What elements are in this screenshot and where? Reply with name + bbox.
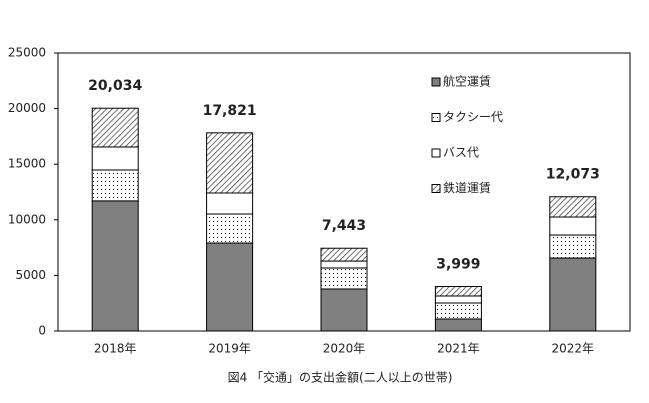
bar-segment xyxy=(434,318,482,332)
bar-segment xyxy=(320,260,368,269)
bar-segment xyxy=(206,192,254,215)
legend-label: タクシー代 xyxy=(443,110,503,124)
y-tick-label: 0 xyxy=(38,324,46,338)
bar-segment xyxy=(206,132,254,194)
y-tick-label: 25000 xyxy=(8,46,46,60)
bar-segment xyxy=(91,200,139,332)
bar-segment xyxy=(549,234,597,259)
bar-segment xyxy=(320,288,368,332)
x-tick-label: 2022年 xyxy=(552,342,595,356)
y-tick-label: 20000 xyxy=(8,101,46,115)
x-tick-label: 2020年 xyxy=(323,342,366,356)
legend-label: 航空運賃 xyxy=(443,74,491,89)
y-tick-label: 5000 xyxy=(15,268,46,282)
total-label: 3,999 xyxy=(436,257,480,273)
x-tick-label: 2019年 xyxy=(208,342,251,356)
bar-segment xyxy=(206,213,254,244)
bar-segment xyxy=(434,295,482,304)
bar-segment xyxy=(549,196,597,218)
y-tick-label: 10000 xyxy=(8,212,46,226)
y-tick-label: 15000 xyxy=(8,157,46,171)
bar-segment xyxy=(434,286,482,297)
total-label: 17,821 xyxy=(203,103,257,119)
bar-segment xyxy=(320,267,368,290)
bar-segment xyxy=(549,216,597,236)
legend-swatch xyxy=(431,148,441,158)
bar-segment xyxy=(91,169,139,202)
total-label: 20,034 xyxy=(88,78,142,94)
caption: 図4 「交通」の支出金額(二人以上の世帯) xyxy=(228,370,453,385)
total-label: 12,073 xyxy=(546,167,600,183)
bar-segment xyxy=(434,302,482,320)
legend-swatch xyxy=(431,113,441,122)
legend-label: 鉄道運賃 xyxy=(443,180,491,195)
bar-segment xyxy=(91,107,139,148)
x-tick-label: 2021年 xyxy=(437,342,480,356)
legend-swatch xyxy=(431,77,441,87)
total-label: 7,443 xyxy=(322,218,366,234)
bar-segment xyxy=(320,247,368,262)
bar-segment xyxy=(206,242,254,332)
bar-segment xyxy=(549,257,597,332)
bar-segment xyxy=(91,146,139,171)
x-tick-label: 2018年 xyxy=(94,342,137,356)
legend-label: バス代 xyxy=(443,146,479,160)
legend-swatch xyxy=(431,184,441,193)
